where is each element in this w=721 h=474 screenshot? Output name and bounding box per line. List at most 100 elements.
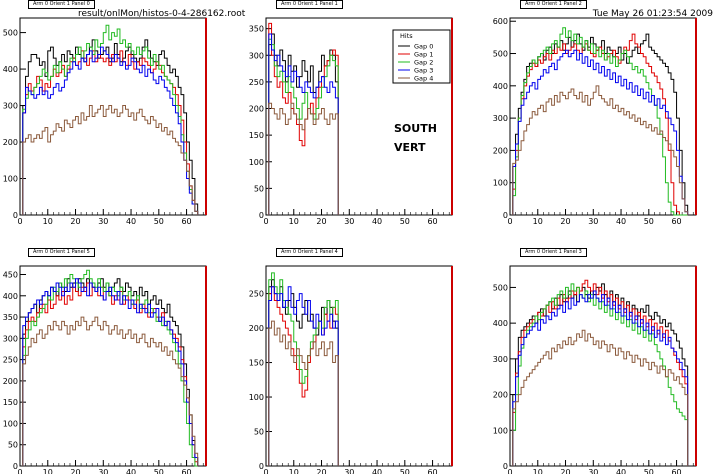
- series-3-3: [22, 278, 199, 466]
- ytick-label-0-0: 0: [13, 211, 18, 220]
- ytick-label-1-1: 50: [254, 184, 264, 193]
- ytick-label-3-4: 200: [3, 377, 18, 386]
- xtick-label-4-6: 60: [427, 468, 437, 474]
- xtick-label-1-6: 60: [427, 217, 437, 226]
- legend-label-2: Gap 2: [414, 59, 433, 67]
- xtick-label-3-1: 10: [43, 468, 53, 474]
- series-4-1: [268, 286, 339, 466]
- ytick-label-5-3: 300: [493, 355, 508, 364]
- xtick-label-0-6: 60: [181, 217, 191, 226]
- series-5-2: [512, 283, 689, 466]
- xtick-label-1-5: 50: [400, 217, 410, 226]
- series-5-4: [512, 329, 689, 466]
- ytick-label-4-2: 100: [249, 393, 264, 402]
- xtick-label-4-4: 40: [372, 468, 382, 474]
- ytick-label-1-4: 200: [249, 105, 264, 114]
- series-1-3: [268, 33, 339, 215]
- xtick-label-1-3: 30: [344, 217, 354, 226]
- ytick-label-2-0: 0: [503, 211, 508, 220]
- ytick-label-2-4: 400: [493, 82, 508, 91]
- file-name: result/onlMon/histos-0-4-286162.root: [78, 9, 246, 19]
- ytick-label-4-3: 150: [249, 359, 264, 368]
- xtick-label-2-6: 60: [671, 217, 681, 226]
- ytick-label-1-3: 150: [249, 131, 264, 140]
- series-5-3: [512, 290, 689, 466]
- xtick-label-4-1: 10: [289, 468, 299, 474]
- xtick-label-0-5: 50: [154, 217, 164, 226]
- ytick-label-2-2: 200: [493, 146, 508, 155]
- xtick-label-3-3: 30: [98, 468, 108, 474]
- xtick-label-2-1: 10: [533, 217, 543, 226]
- xtick-label-0-2: 20: [70, 217, 80, 226]
- ytick-label-4-1: 50: [254, 428, 264, 437]
- xtick-label-4-0: 0: [263, 468, 268, 474]
- xtick-label-2-3: 30: [588, 217, 598, 226]
- xtick-label-5-0: 0: [507, 468, 512, 474]
- series-4-2: [268, 272, 339, 466]
- ytick-label-3-9: 450: [3, 271, 18, 280]
- ytick-label-5-0: 0: [503, 462, 508, 471]
- ytick-label-1-7: 350: [249, 25, 264, 34]
- ytick-label-3-5: 250: [3, 356, 18, 365]
- date-stamp: Tue May 26 01:23:54 2009: [592, 9, 713, 19]
- xtick-label-4-3: 30: [344, 468, 354, 474]
- xtick-label-5-1: 10: [533, 468, 543, 474]
- panel-title-3: Arm 0 Orient 1 Panel 5: [28, 248, 95, 257]
- ytick-label-3-3: 150: [3, 398, 18, 407]
- xtick-label-5-4: 40: [616, 468, 626, 474]
- xtick-label-0-1: 10: [43, 217, 53, 226]
- panel-0: 0 10 20 30 40 50 60 0 100 200 300 400 500: [3, 17, 207, 226]
- ytick-label-0-3: 300: [3, 102, 18, 111]
- xtick-label-5-5: 50: [644, 468, 654, 474]
- series-2-3: [512, 49, 689, 215]
- ytick-label-1-5: 250: [249, 78, 264, 87]
- xtick-label-3-2: 20: [70, 468, 80, 474]
- xtick-label-3-4: 40: [126, 468, 136, 474]
- panel-3: 0 10 20 30 40 50 60 0 50 100 150 200 250 300 350 400 450: [3, 265, 207, 474]
- xtick-label-2-2: 20: [560, 217, 570, 226]
- xtick-label-4-2: 20: [316, 468, 326, 474]
- ytick-label-1-6: 300: [249, 51, 264, 60]
- legend-label-0: Gap 0: [414, 43, 433, 51]
- xtick-label-4-5: 50: [400, 468, 410, 474]
- legend-label-1: Gap 1: [414, 51, 433, 59]
- series-5-0: [512, 283, 689, 466]
- annotation-vert: VERT: [394, 141, 426, 154]
- ytick-label-5-4: 400: [493, 319, 508, 328]
- xtick-label-3-0: 0: [17, 468, 22, 474]
- ytick-label-3-0: 0: [13, 462, 18, 471]
- ytick-label-2-6: 600: [493, 17, 508, 26]
- frame-3: [19, 265, 207, 467]
- series-1-4: [268, 102, 339, 215]
- xtick-label-3-6: 60: [181, 468, 191, 474]
- xtick-label-0-4: 40: [126, 217, 136, 226]
- series-2-4: [512, 85, 689, 215]
- ytick-label-0-4: 400: [3, 65, 18, 74]
- panel-title-2: Arm 0 Orient 1 Panel 2: [520, 0, 587, 9]
- panel-title-1: Arm 0 Orient 1 Panel 1: [276, 0, 343, 9]
- xtick-label-5-3: 30: [588, 468, 598, 474]
- legend-label-3: Gap 3: [414, 67, 433, 75]
- ytick-label-2-1: 100: [493, 179, 508, 188]
- ytick-label-3-6: 300: [3, 334, 18, 343]
- series-0-3: [22, 46, 199, 215]
- ytick-label-3-2: 100: [3, 419, 18, 428]
- svg-text:Hits: Hits: [400, 32, 413, 40]
- xtick-label-0-0: 0: [17, 217, 22, 226]
- panel-title-5: Arm 0 Orient 1 Panel 3: [520, 248, 587, 257]
- legend-label-4: Gap 4: [414, 75, 433, 83]
- series-1-1: [268, 22, 339, 215]
- ytick-label-5-1: 100: [493, 426, 508, 435]
- ytick-label-1-2: 100: [249, 158, 264, 167]
- ytick-label-4-0: 0: [259, 462, 264, 471]
- panel-4: 0 10 20 30 40 50 60 0 50 100 150 200 250: [249, 265, 453, 474]
- ytick-label-0-5: 500: [3, 29, 18, 38]
- ytick-label-3-1: 50: [8, 441, 18, 450]
- ytick-label-4-4: 200: [249, 324, 264, 333]
- ytick-label-5-2: 200: [493, 391, 508, 400]
- series-0-4: [22, 105, 199, 215]
- xtick-label-2-4: 40: [616, 217, 626, 226]
